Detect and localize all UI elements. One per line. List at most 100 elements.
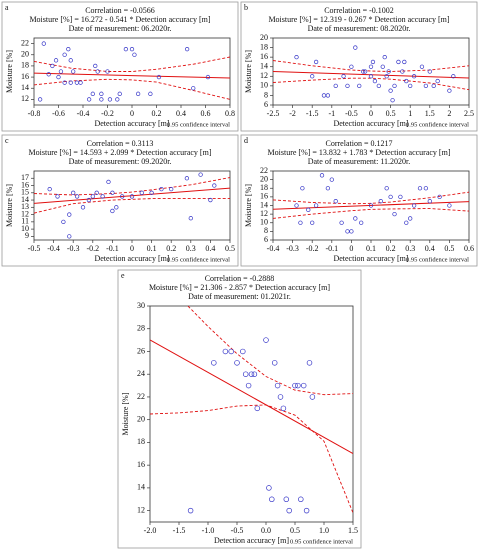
y-tick-label: 8 [264,226,268,235]
plot-frame [33,170,231,241]
data-point [62,80,67,85]
data-point [392,83,397,89]
y-tick-label: 20 [21,50,29,59]
plot-frame [33,37,231,106]
data-point [240,348,246,355]
data-point [300,382,307,389]
x-axis-label: Detection accuracy [m] [94,254,169,263]
equation: Moisture [%] = 14.593 + 2.099 * Detectio… [29,148,212,157]
data-point [378,199,383,204]
y-tick-label: 24 [137,369,145,378]
data-point [269,496,275,503]
panel-label: d [244,136,248,145]
y-tick-label: 12 [21,94,29,103]
data-point [321,93,327,98]
x-tick-label: -0.2 [86,244,99,253]
data-point [58,69,64,74]
panel-label: a [5,3,9,12]
y-tick-label: 11 [21,217,29,226]
y-axis-label: Moisture [%] [5,50,14,93]
data-point [390,98,395,103]
y-tick-label: 12 [137,505,145,514]
x-tick-label: -0.2 [101,109,114,118]
x-tick-label: 0.0 [261,526,271,535]
x-tick-label: 0.3 [186,244,196,253]
y-tick-label: 8 [264,90,268,99]
data-point [187,507,194,514]
date: Date of measurement: 01.2021r. [188,292,291,301]
data-point [94,190,99,195]
x-tick-label: -0.1 [106,244,119,253]
y-tick-label: 22 [137,392,145,401]
x-tick-label: 1.0 [319,526,329,535]
y-tick-label: 10 [21,224,29,233]
data-point [74,80,80,85]
data-point [110,208,115,214]
note: 0.95 confidence interval [406,121,469,128]
x-tick-label: 0.6 [201,109,211,118]
y-tick-label: 12 [260,71,268,80]
data-point [386,69,391,74]
data-point [303,507,310,514]
plot-area [34,41,230,102]
x-tick-label: 0 [369,109,373,118]
data-point [400,69,405,74]
data-point [362,69,368,74]
data-point [392,211,397,217]
x-tick-label: 0.4 [425,244,435,253]
data-point [388,88,393,93]
data-point [56,74,61,80]
confidence-band [273,191,469,205]
data-point [248,371,255,377]
data-point [411,203,417,208]
y-tick-label: 14 [260,200,268,209]
data-point [68,80,73,85]
y-tick-label: 18 [260,183,268,192]
x-tick-label: 2.5 [464,109,474,118]
data-point [110,190,115,195]
regression-line [34,72,230,79]
y-tick-label: 18 [21,61,29,70]
data-point [274,382,281,389]
data-point [408,83,413,89]
confidence-band [273,208,469,219]
data-point [345,83,350,89]
y-tick-label: 30 [137,301,145,310]
panel-border [1,134,239,267]
data-point [333,83,338,89]
data-point [361,69,366,74]
data-point [396,59,401,65]
panel-border [117,269,362,549]
data-point [384,186,389,191]
y-tick-label: 12 [21,209,29,218]
y-tick-label: 28 [137,324,145,333]
data-point [292,382,298,389]
x-tick-label: -0.4 [267,244,280,253]
panel-border [240,1,478,132]
data-point [294,54,299,60]
data-point [325,93,331,98]
data-point [368,203,374,208]
panel-label: e [121,271,125,280]
y-tick-label: 20 [260,33,268,42]
correlation: Correlation = -0.0566 [85,6,155,15]
date: Date of measurement: 11.2020r. [308,157,411,166]
data-point [423,186,429,191]
x-tick-label: 1 [408,109,412,118]
data-point [184,47,190,52]
data-point [325,186,331,191]
regression-line [34,187,230,204]
data-point [80,205,86,210]
data-point [55,194,60,199]
data-point [298,220,303,225]
y-tick-label: 6 [264,100,268,109]
data-point [228,348,234,355]
plot-frame [272,37,470,106]
data-point [402,59,407,65]
data-point [431,83,436,89]
y-tick-label: 14 [137,483,145,492]
data-point [95,69,100,74]
data-point [408,216,413,221]
